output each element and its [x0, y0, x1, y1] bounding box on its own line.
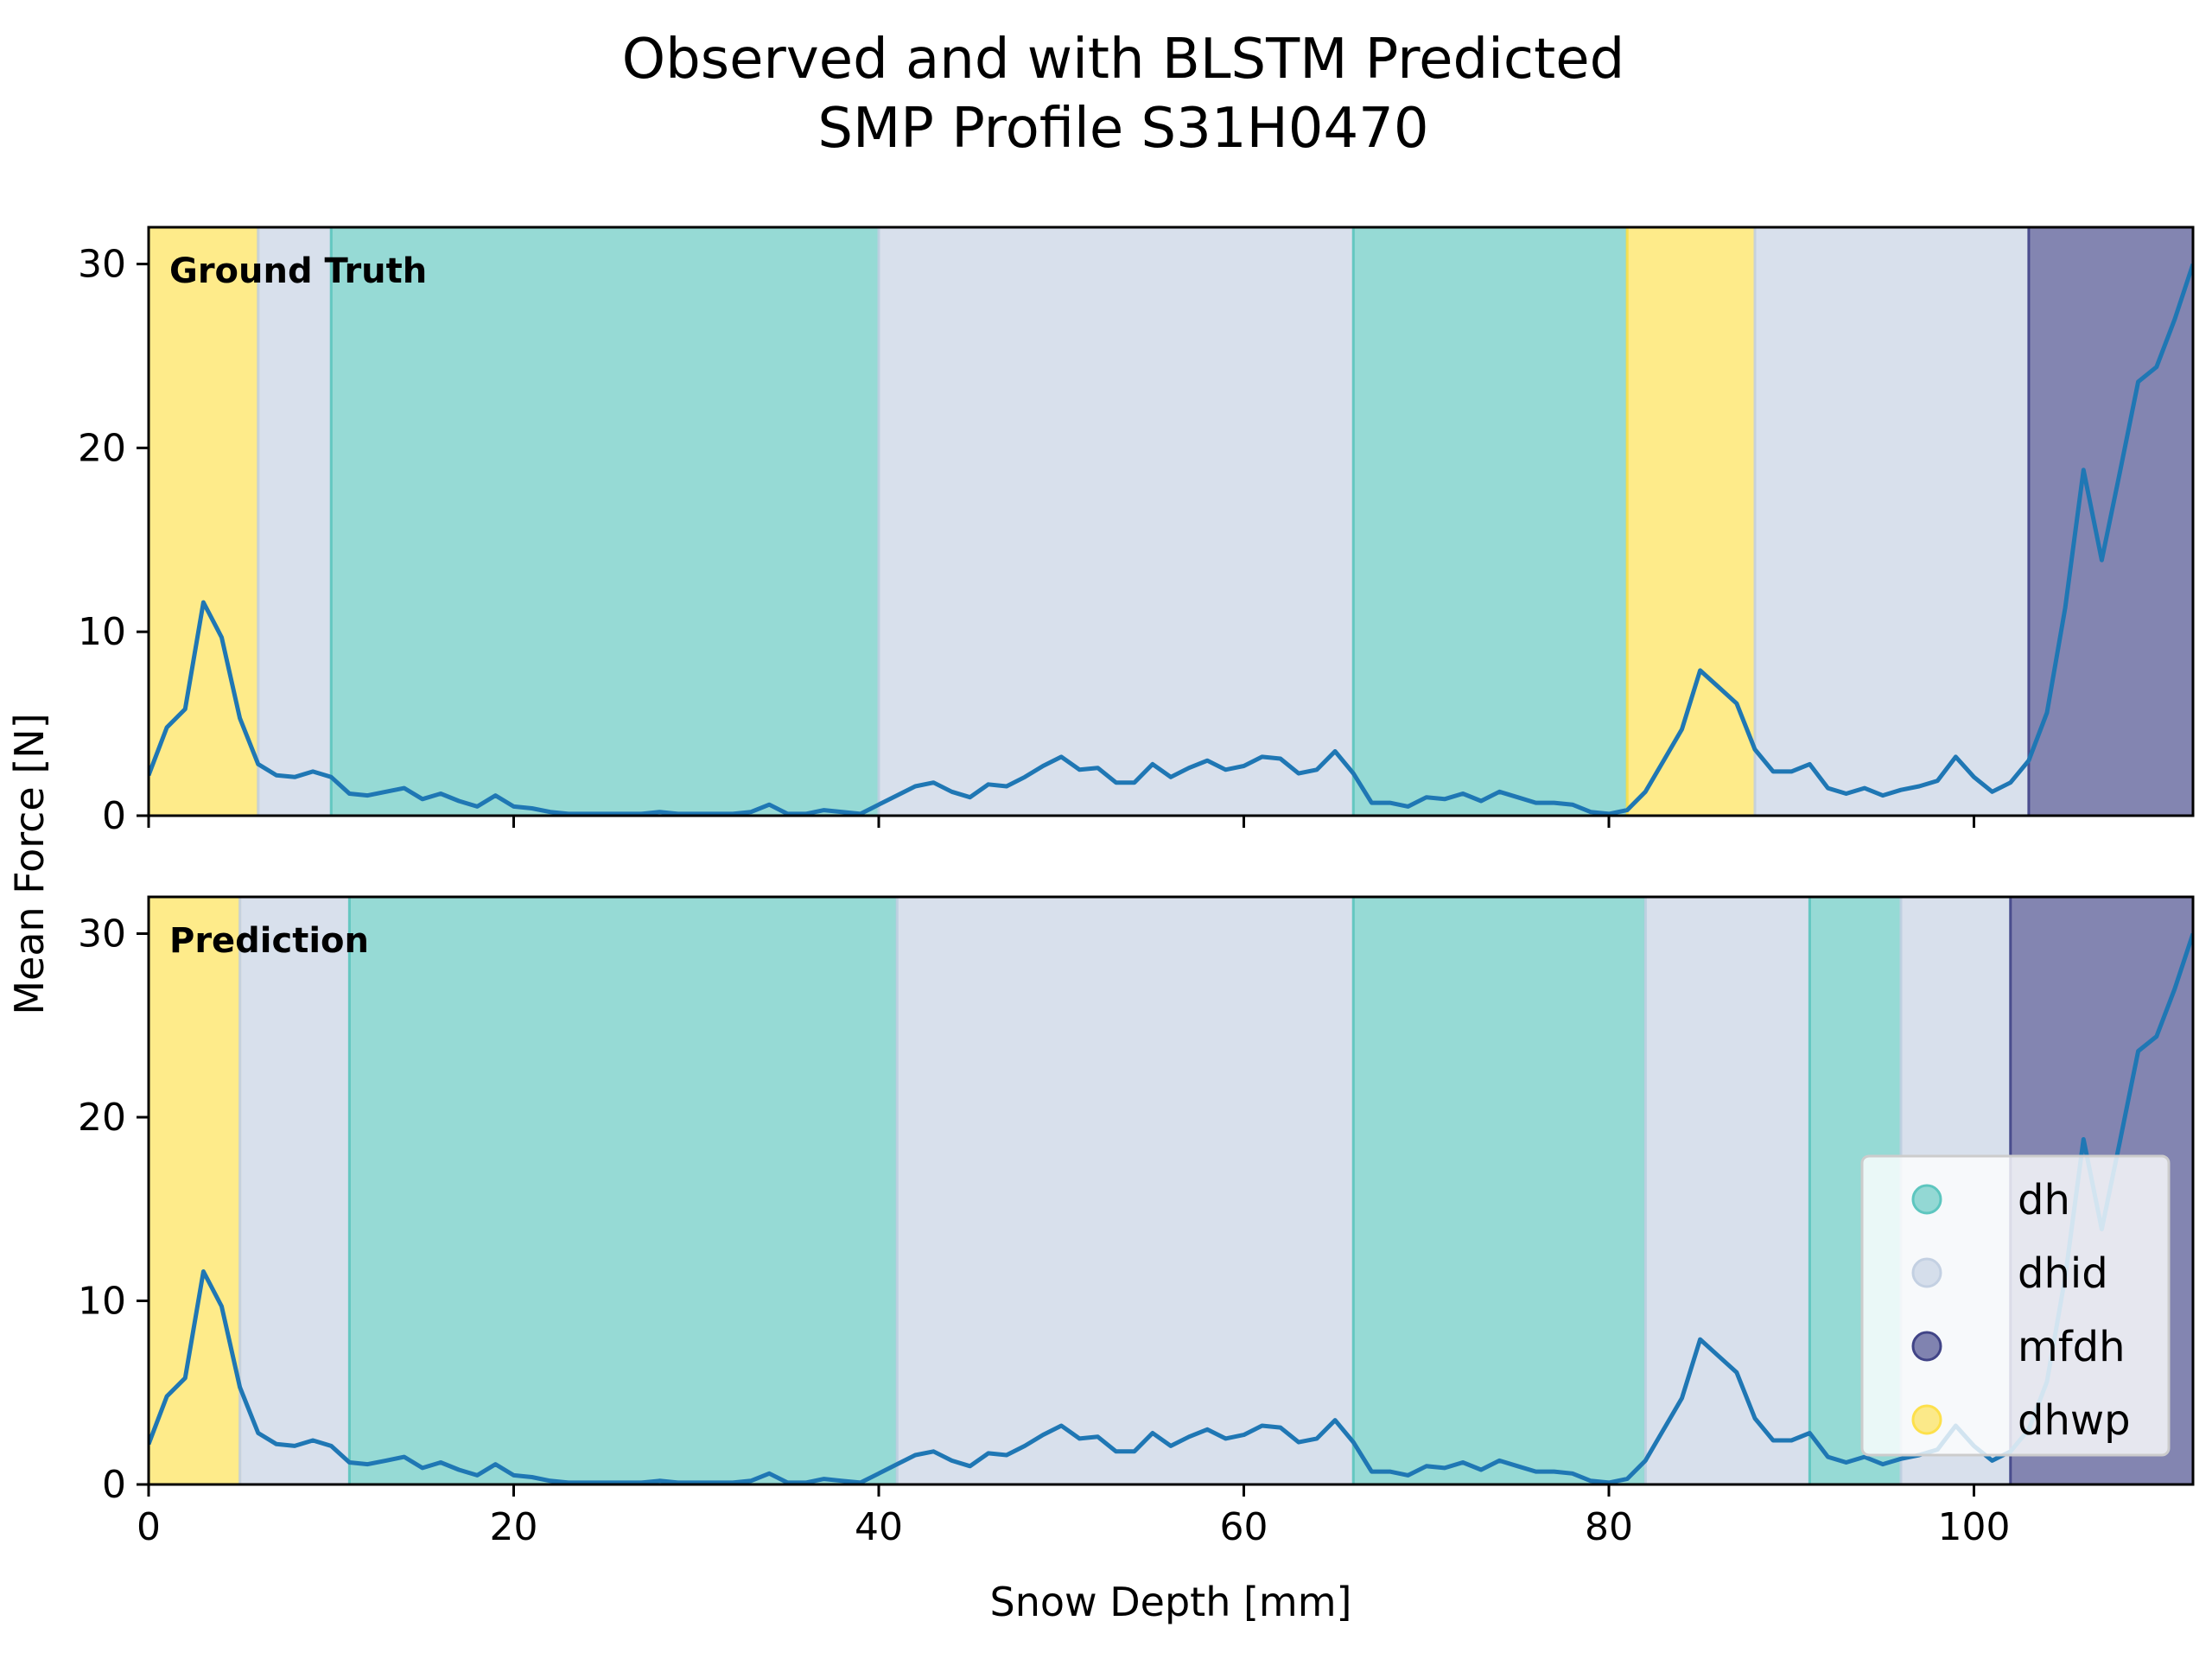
y-tick-label: 0: [102, 1463, 126, 1507]
chart-title-line-2: SMP Profile S31H0470: [817, 97, 1428, 161]
x-tick-label: 80: [1585, 1505, 1633, 1549]
segment-dhid: [1643, 895, 1811, 1486]
y-tick-label: 20: [78, 426, 126, 470]
y-tick-label: 30: [78, 912, 126, 957]
panel-label: Prediction: [169, 921, 369, 961]
panel-frame: [147, 226, 2195, 817]
x-axis-label: Snow Depth [mm]: [990, 1579, 1352, 1625]
panel-label: Ground Truth: [169, 251, 427, 291]
legend: dh dhid mfdh dhwp: [1860, 1154, 2171, 1457]
segment-dhwp: [1625, 226, 1757, 817]
panel-frame: [147, 895, 2195, 1486]
x-tick-label: 40: [855, 1505, 903, 1549]
y-tick-label: 10: [78, 1280, 126, 1324]
segment-dhid: [257, 226, 333, 817]
x-tick-label: 20: [490, 1505, 538, 1549]
segment-dhid: [238, 895, 351, 1486]
x-tick-label: 60: [1220, 1505, 1268, 1549]
y-tick-label: 20: [78, 1096, 126, 1140]
chart-title-line-1: Observed and with BLSTM Predicted: [622, 28, 1624, 92]
segment-dh: [1351, 226, 1629, 817]
legend-box: [1860, 1154, 2171, 1457]
y-axis-label: Mean Force [N]: [6, 713, 53, 1014]
y-tick-label: 0: [102, 794, 126, 838]
segment-dhwp: [147, 895, 242, 1486]
segment-dhid: [1753, 226, 2031, 817]
segment-dhid: [895, 895, 1355, 1486]
segment-dhid: [877, 226, 1355, 817]
segment-dh: [329, 226, 880, 817]
y-tick-label: 10: [78, 610, 126, 654]
x-tick-label: 100: [1938, 1505, 2011, 1549]
x-tick-label: 0: [137, 1505, 161, 1549]
segment-dh: [347, 895, 899, 1486]
legend-marker-mfdh: [1911, 1331, 1942, 1362]
y-tick-label: 30: [78, 243, 126, 287]
legend-label-dh: dh: [2018, 1176, 2070, 1224]
panel-ground-truth: 0 10 20 30 Ground Truth: [78, 226, 2195, 838]
legend-marker-dh: [1911, 1184, 1942, 1215]
legend-label-mfdh: mfdh: [2018, 1323, 2126, 1371]
force-line: [149, 932, 2193, 1484]
legend-label-dhid: dhid: [2018, 1249, 2108, 1298]
legend-marker-dhwp: [1911, 1404, 1942, 1435]
legend-marker-dhid: [1911, 1257, 1942, 1288]
panel-prediction: 0 10 20 30 0 20 40 60 80 100 Prediction: [78, 895, 2195, 1549]
legend-label-dhwp: dhwp: [2018, 1396, 2131, 1445]
segment-dh: [1351, 895, 1647, 1486]
plot-area: 0 10 20 30 Ground Truth 0 10 20 30 0 20 40 60 80 100 Pr…: [78, 226, 2195, 1549]
force-line: [149, 263, 2193, 816]
